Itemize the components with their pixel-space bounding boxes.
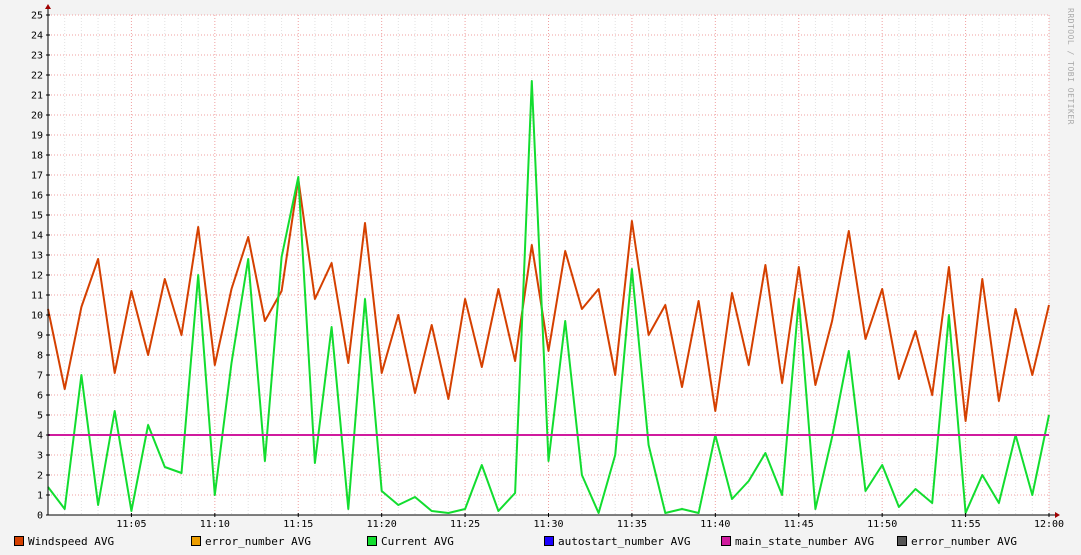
legend-label: main_state_number AVG xyxy=(735,535,875,548)
x-tick-label: 11:55 xyxy=(951,519,981,530)
y-tick-label: 20 xyxy=(31,111,43,122)
legend-swatch xyxy=(544,536,554,546)
y-tick-label: 13 xyxy=(31,251,43,262)
legend-label: autostart_number AVG xyxy=(558,535,691,548)
legend-swatch xyxy=(721,536,731,546)
legend-item: error_number AVG xyxy=(191,535,311,549)
axes xyxy=(45,4,1060,518)
y-tick-label: 15 xyxy=(31,211,43,222)
x-tick-label: 11:30 xyxy=(533,519,563,530)
y-tick-label: 4 xyxy=(37,431,43,442)
x-tick-label: 11:25 xyxy=(450,519,480,530)
y-tick-label: 11 xyxy=(31,291,43,302)
legend: Windspeed AVG error_number AVG Current AVG… xyxy=(14,535,1074,549)
y-tick-label: 0 xyxy=(37,511,43,522)
legend-item: error_number AVG xyxy=(897,535,1017,549)
y-tick-label: 2 xyxy=(37,471,43,482)
y-tick-label: 22 xyxy=(31,71,43,82)
legend-swatch xyxy=(191,536,201,546)
legend-swatch xyxy=(897,536,907,546)
y-tick-label: 14 xyxy=(31,231,43,242)
legend-item: Current AVG xyxy=(367,535,454,549)
watermark: RRDTOOL / TOBI OETIKER xyxy=(1066,8,1075,125)
legend-swatch xyxy=(14,536,24,546)
legend-label: error_number AVG xyxy=(205,535,311,548)
x-tick-label: 11:15 xyxy=(283,519,313,530)
y-tick-label: 21 xyxy=(31,91,43,102)
x-tick-label: 11:50 xyxy=(867,519,897,530)
legend-item: Windspeed AVG xyxy=(14,535,114,549)
y-tick-label: 17 xyxy=(31,171,43,182)
y-axis-arrow xyxy=(45,4,51,9)
x-tick-label: 12:00 xyxy=(1034,519,1064,530)
legend-swatch xyxy=(367,536,377,546)
y-tick-label: 25 xyxy=(31,11,43,22)
y-tick-label: 19 xyxy=(31,131,43,142)
y-tick-label: 9 xyxy=(37,331,43,342)
y-tick-label: 8 xyxy=(37,351,43,362)
y-tick-label: 18 xyxy=(31,151,43,162)
y-tick-label: 6 xyxy=(37,391,43,402)
legend-label: error_number AVG xyxy=(911,535,1017,548)
x-tick-label: 11:05 xyxy=(116,519,146,530)
legend-label: Current AVG xyxy=(381,535,454,548)
series-line xyxy=(47,80,1050,514)
y-tick-label: 1 xyxy=(37,491,43,502)
grid xyxy=(48,14,1050,515)
x-tick-label: 11:20 xyxy=(367,519,397,530)
chart: 0123456789101112131415161718192021222324… xyxy=(31,4,1075,530)
y-axis-ticks: 0123456789101112131415161718192021222324… xyxy=(31,11,50,522)
x-tick-label: 11:35 xyxy=(617,519,647,530)
x-axis-ticks: 11:05 11:10 11:15 11:20 11:25 11:30 11:35 11:40… xyxy=(116,513,1064,530)
y-tick-label: 5 xyxy=(37,411,43,422)
series-line xyxy=(47,178,1050,422)
y-tick-label: 16 xyxy=(31,191,43,202)
legend-label: Windspeed AVG xyxy=(28,535,115,548)
x-tick-label: 11:10 xyxy=(200,519,230,530)
y-tick-label: 12 xyxy=(31,271,43,282)
legend-item: main_state_number AVG xyxy=(721,535,874,549)
y-tick-label: 3 xyxy=(37,451,43,462)
series-layer xyxy=(47,80,1050,514)
x-tick-label: 11:40 xyxy=(700,519,730,530)
y-tick-label: 10 xyxy=(31,311,43,322)
x-axis-arrow xyxy=(1055,512,1060,518)
x-tick-label: 11:45 xyxy=(784,519,814,530)
y-tick-label: 23 xyxy=(31,51,43,62)
y-tick-label: 24 xyxy=(31,31,43,42)
y-tick-label: 7 xyxy=(37,371,43,382)
legend-item: autostart_number AVG xyxy=(544,535,690,549)
